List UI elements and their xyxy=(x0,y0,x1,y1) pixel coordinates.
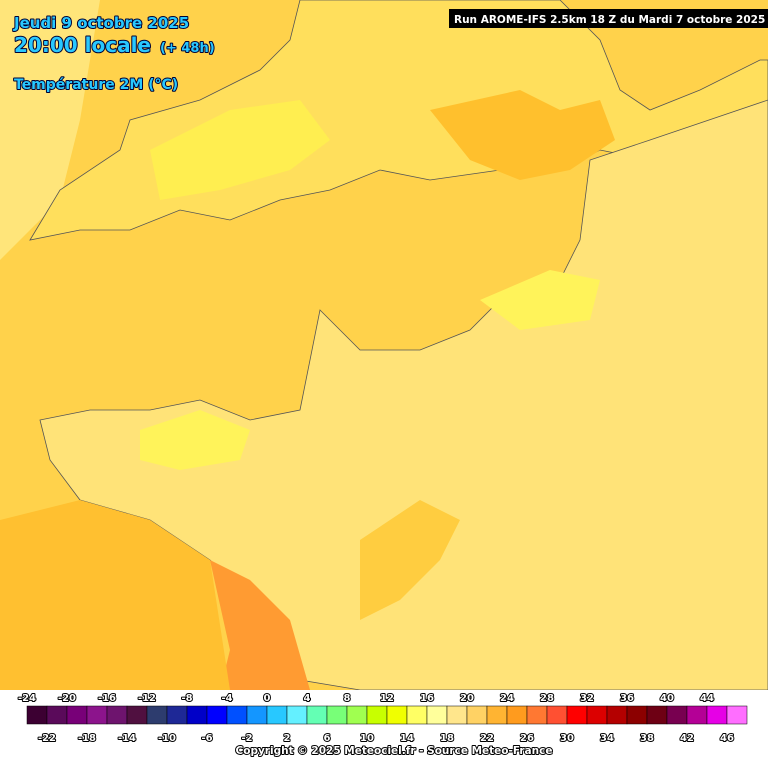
legend-swatch xyxy=(626,705,648,725)
legend-label: -22 xyxy=(38,733,56,744)
legend-label: -8 xyxy=(181,693,192,704)
legend-swatch xyxy=(206,705,228,725)
legend-swatch xyxy=(406,705,428,725)
legend-label: 42 xyxy=(680,733,694,744)
legend-swatch xyxy=(506,705,528,725)
legend-label: 20 xyxy=(460,693,474,704)
brittany-warm xyxy=(140,410,250,470)
legend-label: 16 xyxy=(420,693,434,704)
legend-swatch xyxy=(46,705,68,725)
legend-label: 36 xyxy=(620,693,634,704)
legend-swatch xyxy=(26,705,48,725)
warm-zone xyxy=(430,90,615,180)
legend-label: 2 xyxy=(284,733,291,744)
offset: (+ 48h) xyxy=(160,41,215,56)
legend-label: -4 xyxy=(221,693,232,704)
legend-label: -14 xyxy=(118,733,136,744)
legend-label: 12 xyxy=(380,693,394,704)
legend-label: -16 xyxy=(98,693,116,704)
legend-swatch xyxy=(606,705,628,725)
legend-swatch xyxy=(486,705,508,725)
legend-swatch xyxy=(546,705,568,725)
legend-label: -10 xyxy=(158,733,176,744)
legend-swatch xyxy=(146,705,168,725)
run: Run AROME-IFS 2.5km 18 Z du Mardi 7 octo… xyxy=(454,14,765,26)
legend-swatch xyxy=(126,705,148,725)
legend-swatch xyxy=(326,705,348,725)
date: Jeudi 9 octobre 2025 xyxy=(13,14,189,32)
warm-zone-light xyxy=(150,100,330,200)
coast-hot xyxy=(210,560,310,690)
legend-swatch xyxy=(366,705,388,725)
legend-label: 30 xyxy=(560,733,574,744)
legend-label: 22 xyxy=(480,733,494,744)
legend-swatch xyxy=(66,705,88,725)
legend-swatch xyxy=(566,705,588,725)
legend-label: 38 xyxy=(640,733,654,744)
run-box xyxy=(449,9,768,28)
legend-label: -12 xyxy=(138,693,156,704)
legend-swatch xyxy=(346,705,368,725)
legend-label: 46 xyxy=(720,733,734,744)
legend-label: 28 xyxy=(540,693,554,704)
legend-swatch xyxy=(86,705,108,725)
legend-label: 4 xyxy=(304,693,311,704)
legend-swatch xyxy=(666,705,688,725)
legend-swatch xyxy=(186,705,208,725)
legend-swatch xyxy=(726,705,748,725)
legend-swatch xyxy=(426,705,448,725)
legend-swatch xyxy=(586,705,608,725)
legend-background xyxy=(0,690,768,768)
time: 20:00 locale xyxy=(14,33,151,57)
variable: Température 2M (°C) xyxy=(14,77,178,93)
normandy-warm xyxy=(480,270,600,330)
legend-label: 18 xyxy=(440,733,454,744)
legend-swatch xyxy=(526,705,548,725)
sea-light xyxy=(0,0,100,260)
legend-swatch xyxy=(646,705,668,725)
legend-label: 6 xyxy=(324,733,331,744)
legend-swatch xyxy=(306,705,328,725)
legend-label: 32 xyxy=(580,693,594,704)
legend-label: -2 xyxy=(241,733,252,744)
legend-label: -20 xyxy=(58,693,76,704)
legend-label: 40 xyxy=(660,693,674,704)
legend-label: 26 xyxy=(520,733,534,744)
color-legend: -24-22-20-18-16-14-12-10-8-6-4-202468101… xyxy=(17,692,748,745)
legend-swatch xyxy=(286,705,308,725)
legend-label: 14 xyxy=(400,733,414,744)
legend-label: -6 xyxy=(201,733,212,744)
footer: Copyright © 2025 Meteociel.fr - Source M… xyxy=(236,745,553,757)
legend-label: 24 xyxy=(500,693,514,704)
legend-label: 8 xyxy=(344,693,351,704)
legend-swatch xyxy=(226,705,248,725)
legend-swatch xyxy=(266,705,288,725)
legend-swatch xyxy=(706,705,728,725)
atlantic xyxy=(0,500,230,690)
loire-warm xyxy=(360,500,460,620)
legend-label: -24 xyxy=(18,693,36,704)
legend-swatch xyxy=(246,705,268,725)
legend-swatch xyxy=(686,705,708,725)
legend-label: 44 xyxy=(700,693,714,704)
legend-swatch xyxy=(106,705,128,725)
legend-swatch xyxy=(386,705,408,725)
legend-label: 10 xyxy=(360,733,374,744)
legend-label: -18 xyxy=(78,733,96,744)
legend-label: 34 xyxy=(600,733,614,744)
legend-swatch xyxy=(166,705,188,725)
legend-swatch xyxy=(466,705,488,725)
legend-label: 0 xyxy=(264,693,271,704)
legend-swatch xyxy=(446,705,468,725)
